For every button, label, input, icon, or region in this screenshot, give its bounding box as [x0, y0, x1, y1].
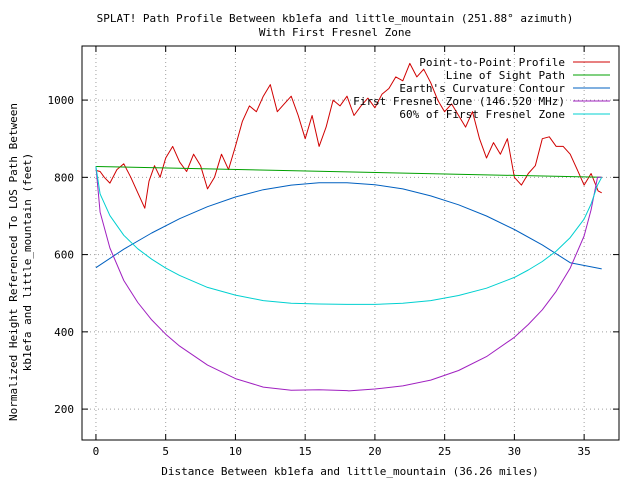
- legend-label: Point-to-Point Profile: [419, 56, 565, 69]
- grid-layer: [82, 46, 619, 440]
- x-axis-label: Distance Between kb1efa and little_mount…: [161, 465, 539, 478]
- series-line-earth-s-curvature-contour: [95, 182, 602, 270]
- x-tick-label: 10: [229, 445, 242, 458]
- x-tick-label: 30: [508, 445, 521, 458]
- legend-label: Earth's Curvature Contour: [399, 82, 565, 95]
- y-tick-label: 400: [54, 326, 74, 339]
- series-layer: [95, 62, 603, 392]
- y-tick-label: 200: [54, 403, 74, 416]
- chart-subtitle: With First Fresnel Zone: [259, 26, 411, 39]
- plot-frame: [81, 45, 620, 441]
- y-tick-label: 1000: [48, 94, 75, 107]
- x-tick-label: 5: [162, 445, 169, 458]
- legend-label: Line of Sight Path: [446, 69, 565, 82]
- legend-label: 60% of First Fresnel Zone: [399, 108, 565, 121]
- series-line-60-of-first-fresnel-zone: [95, 166, 603, 305]
- axes: 0 5 10 15 20 25 30 35 200 400 600 800 1000: [48, 46, 619, 458]
- series-line-line-of-sight-path: [95, 166, 602, 178]
- y-tick-label: 800: [54, 171, 74, 184]
- y-tick-label: 600: [54, 249, 74, 262]
- legend-label: First Fresnel Zone (146.520 MHz): [353, 95, 565, 108]
- series-line-first-fresnel-zone-146-520-mhz: [95, 166, 602, 392]
- series-line-point-to-point-profile: [95, 62, 602, 209]
- x-tick-label: 0: [93, 445, 100, 458]
- y-axis-label-line-1: Normalized Height Referenced To LOS Path…: [7, 103, 20, 421]
- y-axis-label-line-2: kb1efa and little_mountain (feet): [21, 153, 34, 372]
- x-tick-label: 20: [368, 445, 381, 458]
- x-tick-label: 35: [578, 445, 591, 458]
- x-tick-label: 25: [438, 445, 451, 458]
- x-tick-label: 15: [299, 445, 312, 458]
- chart-title: SPLAT! Path Profile Between kb1efa and l…: [97, 12, 574, 25]
